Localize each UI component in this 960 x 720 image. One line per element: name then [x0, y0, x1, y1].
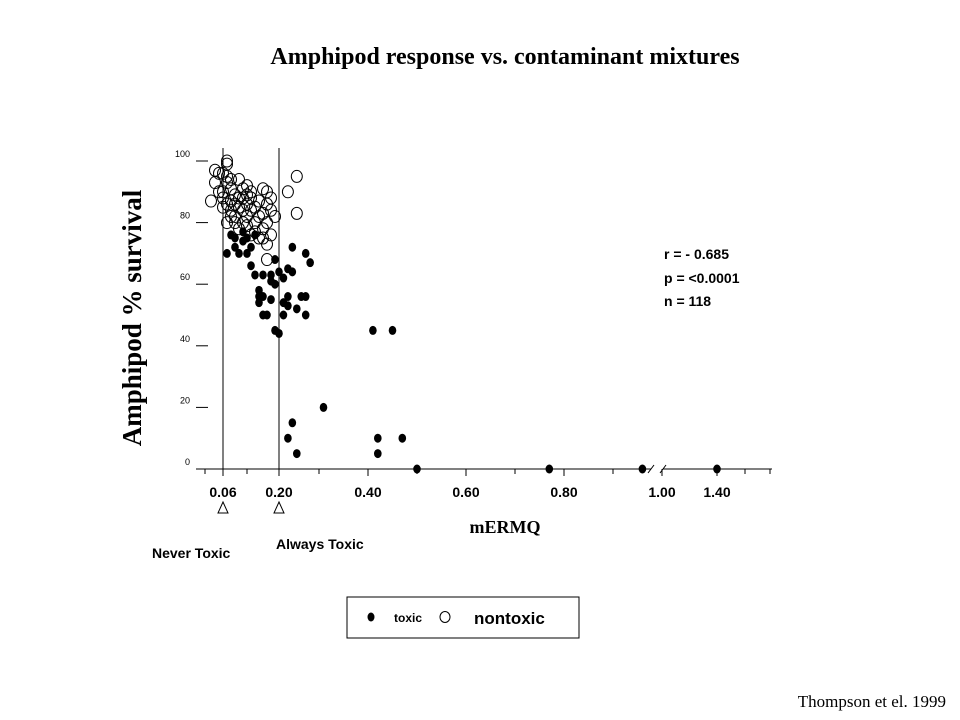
toxic-point — [280, 274, 288, 283]
toxic-point — [284, 301, 292, 310]
toxic-point — [284, 434, 292, 443]
toxic-point — [306, 258, 314, 267]
x-tick-label: 0.80 — [550, 484, 577, 500]
toxic-points — [223, 227, 721, 473]
nontoxic-point — [234, 173, 245, 185]
y-tick-label: 60 — [180, 272, 190, 282]
toxic-point — [259, 270, 267, 279]
nontoxic-point — [210, 164, 221, 176]
toxic-point — [289, 418, 297, 427]
legend: toxic nontoxic — [347, 597, 579, 638]
toxic-point — [413, 465, 421, 474]
toxic-point — [302, 311, 310, 320]
toxic-point — [247, 261, 255, 270]
toxic-point — [247, 243, 255, 252]
toxic-point — [289, 243, 297, 252]
toxic-point — [302, 292, 310, 301]
nontoxic-point — [258, 183, 269, 195]
toxic-point — [389, 326, 397, 335]
toxic-point — [280, 311, 288, 320]
legend-nontoxic-label: nontoxic — [474, 609, 545, 628]
nontoxic-point — [206, 195, 217, 207]
toxic-point — [289, 267, 297, 276]
chart-labels: Amphipod % survival mERMQ r = - 0.685 p = <… — [117, 189, 740, 561]
toxic-point — [293, 304, 301, 313]
toxic-point — [293, 449, 301, 458]
stat-annotation: n = 118 — [664, 293, 711, 309]
toxic-point — [235, 249, 243, 258]
never-toxic-label: Never Toxic — [152, 545, 231, 561]
x-tick-label: 1.40 — [703, 484, 730, 500]
threshold-marker-triangle — [218, 502, 228, 513]
toxic-point — [251, 270, 259, 279]
toxic-point — [259, 292, 267, 301]
toxic-point — [320, 403, 328, 412]
toxic-point — [231, 234, 239, 243]
always-toxic-label: Always Toxic — [276, 536, 364, 552]
toxic-point — [251, 230, 259, 239]
toxic-point — [284, 292, 292, 301]
toxic-point — [271, 280, 279, 289]
x-tick-label: 0.06 — [209, 484, 236, 500]
nontoxic-point — [234, 201, 245, 213]
threshold-marker-triangle — [274, 502, 284, 513]
stat-annotation: r = - 0.685 — [664, 246, 729, 262]
y-axis-label: Amphipod % survival — [117, 189, 147, 446]
y-tick-label: 40 — [180, 334, 190, 344]
toxic-point — [243, 234, 251, 243]
toxic-point — [639, 465, 647, 474]
nontoxic-point — [262, 254, 273, 266]
x-tick-label: 0.20 — [265, 484, 292, 500]
nontoxic-point — [210, 177, 221, 189]
x-axis-label: mERMQ — [470, 517, 541, 537]
x-tick-label: 0.60 — [452, 484, 479, 500]
toxic-point — [369, 326, 377, 335]
stat-annotation: p = <0.0001 — [664, 270, 740, 286]
citation: Thompson et el. 1999 — [798, 692, 946, 712]
y-tick-label: 100 — [175, 149, 190, 159]
x-tick-label: 1.00 — [648, 484, 675, 500]
toxic-point — [374, 449, 382, 458]
nontoxic-point — [282, 186, 293, 198]
nontoxic-point — [266, 229, 277, 241]
toxic-point — [267, 295, 275, 304]
toxic-point — [263, 311, 271, 320]
toxic-point — [302, 249, 310, 258]
toxic-point — [271, 255, 279, 264]
nontoxic-point — [291, 170, 302, 182]
y-tick-label: 20 — [180, 395, 190, 405]
legend-toxic-marker — [368, 613, 375, 622]
toxic-point — [374, 434, 382, 443]
y-tick-label: 0 — [185, 457, 190, 467]
toxic-point — [399, 434, 407, 443]
nontoxic-point — [258, 207, 269, 219]
x-tick-label: 0.40 — [354, 484, 381, 500]
toxic-point — [713, 465, 721, 474]
toxic-point — [546, 465, 554, 474]
y-tick-label: 80 — [180, 211, 190, 221]
nontoxic-point — [291, 207, 302, 219]
toxic-point — [223, 249, 231, 258]
toxic-point — [275, 329, 283, 338]
legend-toxic-label: toxic — [394, 611, 422, 625]
